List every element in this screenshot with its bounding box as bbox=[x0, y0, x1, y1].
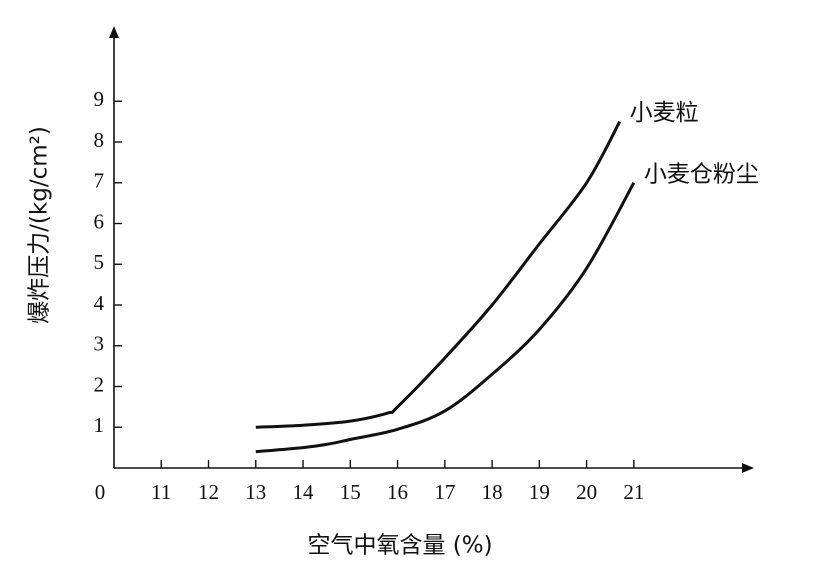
y-tick-label: 1 bbox=[94, 413, 105, 437]
y-tick-label: 8 bbox=[94, 128, 105, 152]
x-tick-label: 17 bbox=[434, 480, 455, 504]
x-tick-label: 21 bbox=[623, 480, 644, 504]
y-tick-label: 2 bbox=[94, 372, 105, 396]
x-tick-label: 20 bbox=[576, 480, 597, 504]
x-tick-label: 0 bbox=[95, 480, 106, 504]
y-tick-label: 5 bbox=[94, 250, 105, 274]
line bbox=[255, 182, 636, 454]
series-label: 小麦仓粉尘 bbox=[644, 161, 759, 187]
y-axis-label: 爆炸压力/(kg/cm²) bbox=[27, 126, 53, 324]
y-tick-label: 9 bbox=[94, 87, 105, 111]
x-tick-label: 15 bbox=[340, 480, 361, 504]
y-tick-label: 6 bbox=[94, 209, 105, 233]
line bbox=[255, 120, 621, 429]
y-tick-label: 4 bbox=[94, 291, 105, 315]
x-axis-label: 空气中氧含量 (%) bbox=[307, 533, 492, 559]
x-tick-label: 14 bbox=[293, 480, 315, 504]
x-tick-label: 13 bbox=[245, 480, 266, 504]
y-tick-label: 3 bbox=[94, 332, 105, 356]
x-tick-label: 16 bbox=[387, 480, 408, 504]
x-tick-label: 11 bbox=[151, 480, 171, 504]
x-tick-label: 18 bbox=[482, 480, 503, 504]
y-tick-label: 7 bbox=[94, 169, 105, 193]
x-tick-label: 19 bbox=[529, 480, 550, 504]
series-label: 小麦粒 bbox=[630, 100, 699, 126]
x-tick-label: 12 bbox=[198, 480, 219, 504]
